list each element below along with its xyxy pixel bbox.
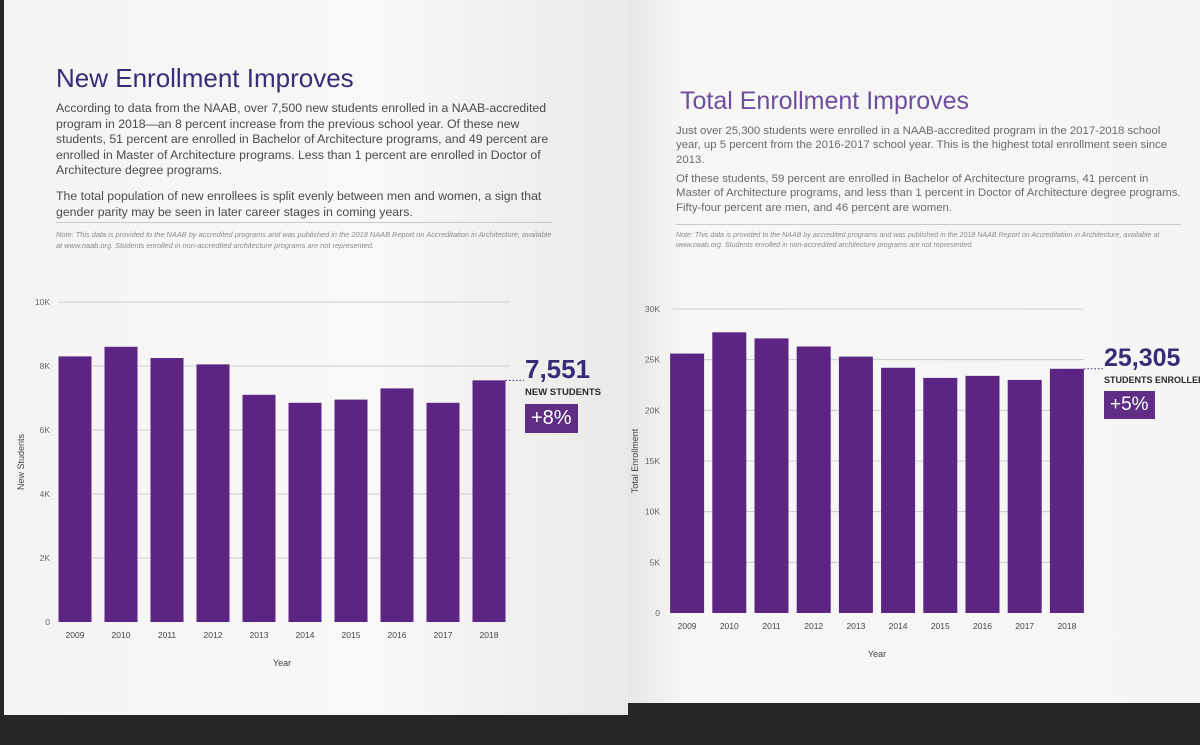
new-students-xtick-label: 2012 [204, 630, 223, 640]
total-enrollment-bar [1049, 368, 1084, 613]
left-page: New Enrollment Improves According to dat… [4, 0, 628, 715]
new-students-change-badge: +8% [525, 404, 578, 433]
total-enrollment-xtick-label: 2012 [804, 621, 823, 631]
left-paragraph-2: The total population of new enrollees is… [56, 189, 542, 219]
total-enrollment-ytick-label: 0 [655, 608, 660, 618]
new-students-bar-chart: 0 2K 4K 6K 8K 10K 2009 2010 2011 2012 2013 2014 2015… [16, 297, 524, 668]
new-students-bar [242, 394, 276, 622]
total-enrollment-bar [923, 377, 958, 613]
right-paragraph-1: Just over 25,300 students were enrolled … [676, 125, 1168, 166]
total-enrollment-bar [838, 356, 873, 613]
total-enrollment-label: STUDENTS ENROLLED [1104, 375, 1200, 385]
new-students-x-axis-label: Year [273, 658, 291, 668]
new-students-value: 7,551 [525, 354, 591, 384]
total-enrollment-bar-chart: 0 5K 10K 15K 20K 25K 30K 2009 2010 2011 2012 2013 20… [630, 304, 1103, 659]
new-students-xtick-label: 2013 [250, 630, 269, 640]
total-enrollment-ytick-label: 10K [645, 507, 660, 517]
total-enrollment-x-axis-label: Year [868, 649, 886, 659]
new-students-ytick-label: 10K [35, 297, 50, 307]
left-paragraph-1: According to data from the NAAB, over 7,… [56, 101, 549, 178]
total-enrollment-bar [754, 338, 789, 613]
new-students-y-axis-label: New Students [16, 433, 26, 490]
left-note: Note: This data is provided to the NAAB … [56, 230, 552, 250]
total-enrollment-value: 25,305 [1104, 344, 1181, 372]
new-students-bar [196, 364, 230, 622]
new-students-bar [426, 402, 460, 622]
total-enrollment-bar [670, 353, 705, 613]
new-students-xtick-label: 2014 [296, 630, 315, 640]
new-students-xtick-label: 2017 [434, 630, 453, 640]
new-students-bar [104, 346, 138, 622]
total-enrollment-change-badge: +5% [1104, 391, 1155, 419]
new-students-bar [58, 356, 92, 622]
total-enrollment-callout: 25,305 STUDENTS ENROLLED +5% [1104, 344, 1200, 419]
total-enrollment-ytick-label: 15K [645, 456, 660, 466]
total-enrollment-xtick-label: 2013 [846, 621, 865, 631]
new-students-bar [150, 358, 184, 622]
total-enrollment-xtick-label: 2016 [973, 621, 992, 631]
total-enrollment-xtick-label: 2015 [931, 621, 950, 631]
total-enrollment-ytick-label: 20K [645, 405, 660, 415]
total-enrollment-bar [796, 346, 831, 613]
new-students-xtick-label: 2018 [480, 630, 499, 640]
total-enrollment-xtick-label: 2010 [720, 621, 739, 631]
new-students-xtick-label: 2015 [342, 630, 361, 640]
new-students-ytick-label: 0 [45, 617, 50, 627]
new-students-bar [380, 388, 414, 622]
total-enrollment-bar [1007, 379, 1042, 613]
new-students-xtick-label: 2016 [388, 630, 407, 640]
new-students-ytick-label: 4K [40, 489, 51, 499]
total-enrollment-xtick-label: 2011 [762, 621, 781, 631]
new-students-ytick-label: 8K [40, 361, 51, 371]
new-students-xtick-label: 2011 [158, 630, 177, 640]
right-paragraph-2: Of these students, 59 percent are enroll… [676, 173, 1181, 214]
total-enrollment-xtick-label: 2018 [1057, 621, 1076, 631]
left-divider [56, 222, 552, 223]
total-enrollment-ytick-label: 30K [645, 304, 660, 314]
total-enrollment-ytick-label: 5K [650, 557, 661, 567]
new-students-bar [472, 380, 506, 622]
right-divider [676, 224, 1181, 225]
new-students-xtick-label: 2009 [66, 630, 85, 640]
total-enrollment-y-axis-label: Total Enrollment [630, 428, 640, 493]
right-note: Note: This data is provided to the NAAB … [676, 231, 1160, 249]
new-students-label: NEW STUDENTS [525, 387, 601, 398]
new-students-bar [334, 399, 368, 622]
right-page-title: Total Enrollment Improves [680, 87, 970, 115]
left-page-title: New Enrollment Improves [56, 63, 354, 93]
new-students-ytick-label: 2K [40, 553, 51, 563]
total-enrollment-bar [881, 367, 916, 613]
total-enrollment-bar [965, 375, 1000, 613]
right-page: Total Enrollment Improves Just over 25,3… [628, 0, 1200, 703]
total-enrollment-xtick-label: 2017 [1015, 621, 1034, 631]
total-enrollment-xtick-label: 2009 [678, 621, 697, 631]
total-enrollment-bar [712, 332, 747, 613]
total-enrollment-xtick-label: 2014 [889, 621, 908, 631]
total-enrollment-ytick-label: 25K [645, 355, 660, 365]
new-students-ytick-label: 6K [40, 425, 51, 435]
new-students-xtick-label: 2010 [112, 630, 131, 640]
new-students-bar [288, 402, 322, 622]
new-students-callout: 7,551 NEW STUDENTS +8% [525, 354, 601, 433]
